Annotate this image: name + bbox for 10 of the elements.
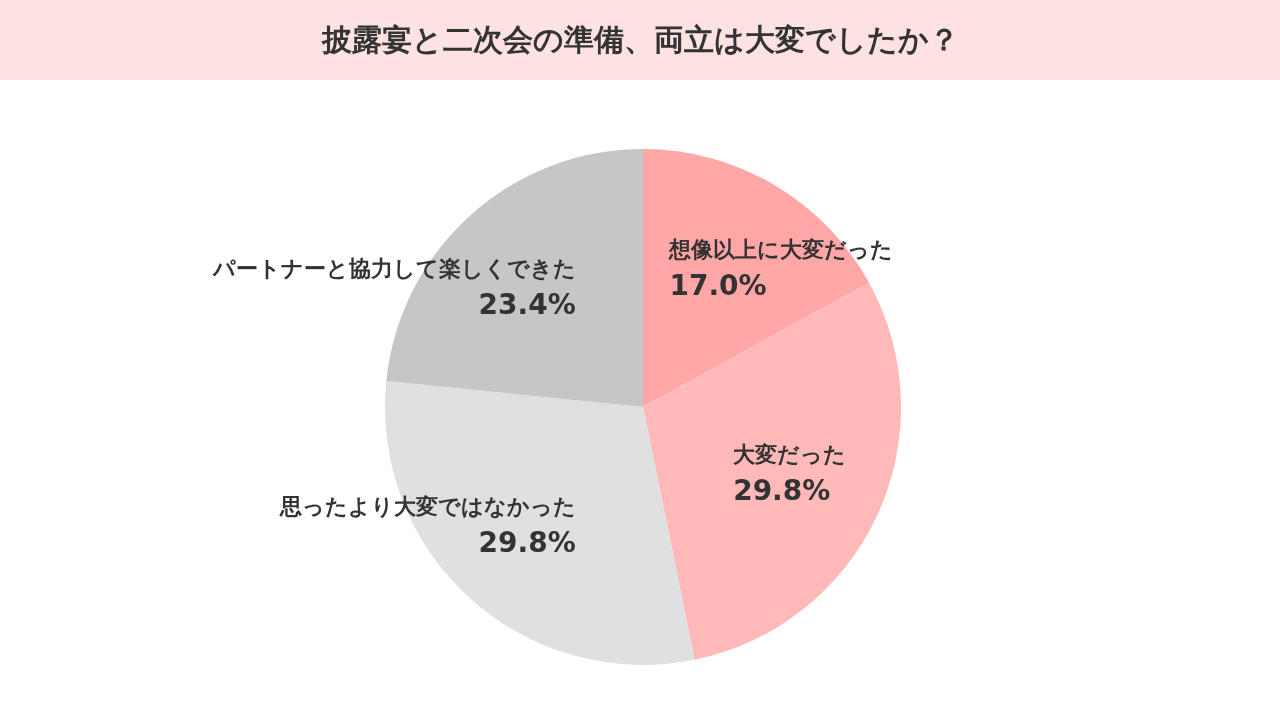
slice-label: 想像以上に大変だった bbox=[668, 237, 894, 263]
slice-label: パートナーと協力して楽しくできた bbox=[211, 256, 576, 282]
data-label: 29.8% bbox=[733, 474, 831, 508]
data-label: 17.0% bbox=[669, 269, 767, 303]
data-label: 23.4% bbox=[478, 288, 576, 322]
chart-title: 披露宴と二次会の準備、両立は大変でしたか？ bbox=[0, 0, 1280, 80]
slice-label: 思ったより大変ではなかった bbox=[278, 493, 576, 519]
slice-label: 大変だった bbox=[733, 442, 847, 468]
data-label: 29.8% bbox=[478, 525, 576, 559]
pie-slice bbox=[643, 149, 870, 407]
